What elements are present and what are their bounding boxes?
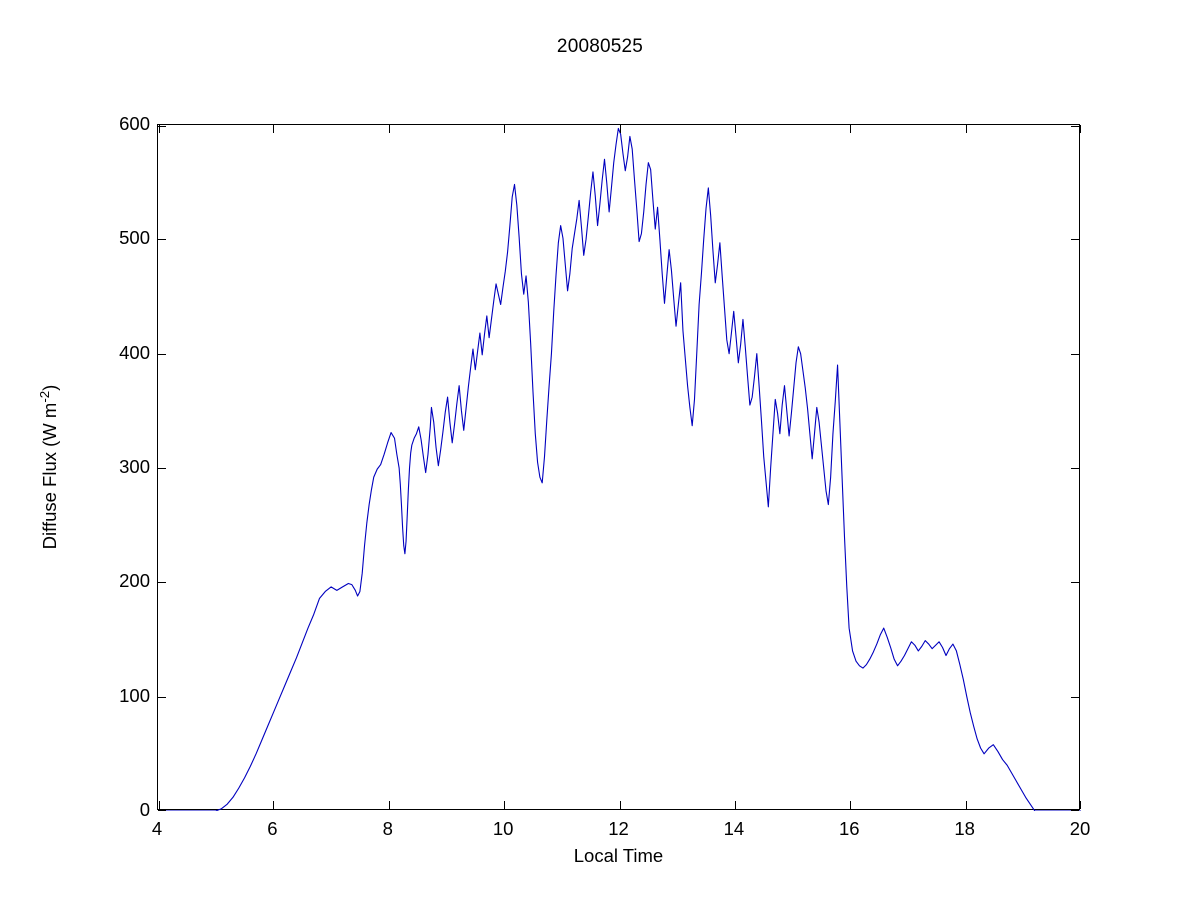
x-tick-bottom bbox=[850, 801, 852, 809]
x-tick-label: 10 bbox=[492, 818, 514, 839]
x-tick-bottom bbox=[158, 801, 160, 809]
x-tick-label: 8 bbox=[382, 818, 393, 839]
y-tick-label: 500 bbox=[119, 227, 150, 249]
y-tick-label: 600 bbox=[119, 113, 150, 134]
x-tick-top bbox=[734, 125, 736, 133]
x-tick-top bbox=[273, 125, 275, 133]
y-tick-right bbox=[1071, 353, 1079, 355]
y-tick-label: 400 bbox=[119, 341, 150, 363]
y-tick-label: 300 bbox=[119, 456, 150, 477]
y-tick-left bbox=[158, 125, 166, 127]
x-tick-top bbox=[619, 125, 621, 133]
y-tick-left bbox=[158, 809, 166, 811]
y-tick-left bbox=[158, 696, 166, 698]
y-tick-right bbox=[1071, 239, 1079, 241]
y-axis-label-tail: ) bbox=[39, 384, 60, 391]
x-tick-top bbox=[388, 125, 390, 133]
x-tick-top bbox=[850, 125, 852, 133]
x-tick-bottom bbox=[1079, 801, 1081, 809]
x-tick-top bbox=[965, 125, 967, 133]
x-tick-bottom bbox=[273, 801, 275, 809]
y-tick-left bbox=[158, 239, 166, 241]
diffuse-flux-line bbox=[158, 127, 1081, 811]
x-tick-bottom bbox=[619, 801, 621, 809]
y-tick-right bbox=[1071, 809, 1079, 811]
y-axis-label-main: Diffuse Flux (W m bbox=[39, 402, 60, 550]
x-tick-label: 18 bbox=[954, 818, 975, 839]
x-tick-label: 6 bbox=[267, 818, 278, 839]
y-axis-label-exponent: -2 bbox=[36, 390, 52, 403]
y-tick-right bbox=[1071, 125, 1079, 127]
y-axis-label: Diffuse Flux (W m-2) bbox=[36, 384, 61, 550]
y-tick-left bbox=[158, 353, 166, 355]
y-tick-left bbox=[158, 468, 166, 469]
y-tick-right bbox=[1071, 696, 1079, 698]
x-tick-label: 16 bbox=[838, 818, 860, 839]
x-tick-top bbox=[158, 125, 160, 133]
x-tick-top bbox=[504, 125, 506, 133]
y-tick-label: 200 bbox=[119, 570, 150, 592]
x-tick-bottom bbox=[965, 801, 967, 809]
y-tick-right bbox=[1071, 468, 1079, 469]
x-axis-label: Local Time bbox=[573, 845, 664, 866]
x-tick-label: 12 bbox=[608, 818, 629, 839]
data-line-plot bbox=[158, 127, 1081, 811]
x-tick-bottom bbox=[734, 801, 736, 809]
plot-area bbox=[157, 124, 1081, 811]
y-tick-label: 100 bbox=[119, 684, 150, 706]
x-tick-label: 14 bbox=[723, 818, 745, 839]
x-tick-label: 20 bbox=[1069, 818, 1091, 839]
y-axis-label-wrapper: Diffuse Flux (W m-2) bbox=[0, 0, 100, 900]
y-tick-left bbox=[158, 582, 166, 584]
y-tick-right bbox=[1071, 582, 1079, 584]
y-tick-label: 0 bbox=[139, 799, 150, 820]
chart-title: 20080525 bbox=[556, 36, 644, 57]
x-tick-label: 4 bbox=[151, 818, 163, 839]
x-tick-top bbox=[1079, 125, 1081, 133]
x-tick-bottom bbox=[504, 801, 506, 809]
x-tick-bottom bbox=[388, 801, 390, 809]
